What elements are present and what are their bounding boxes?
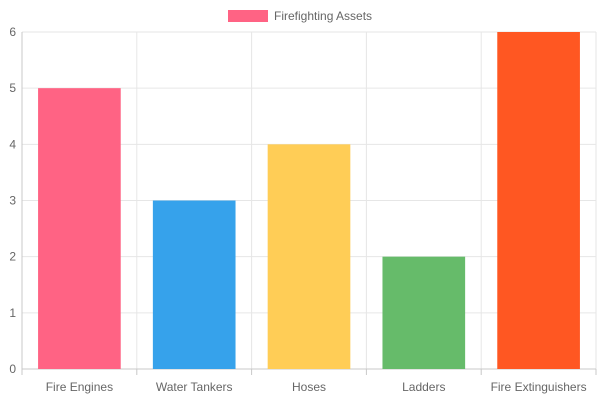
legend-label: Firefighting Assets bbox=[274, 9, 372, 23]
x-tick-label: Water Tankers bbox=[156, 380, 233, 394]
bar-fire-extinguishers[interactable] bbox=[497, 32, 580, 369]
x-tick-label: Fire Extinguishers bbox=[491, 380, 587, 394]
x-tick-label: Ladders bbox=[402, 380, 445, 394]
y-tick-label: 2 bbox=[9, 250, 16, 264]
y-tick-label: 4 bbox=[9, 137, 16, 151]
y-tick-label: 0 bbox=[9, 362, 16, 376]
x-axis-ticks: Fire Engines Water Tankers Hoses Ladders Fir… bbox=[46, 380, 587, 394]
y-axis-ticks: 0 1 2 3 4 5 6 bbox=[9, 25, 16, 376]
y-tick-label: 6 bbox=[9, 25, 16, 39]
y-tick-label: 5 bbox=[9, 81, 16, 95]
x-tick-label: Fire Engines bbox=[46, 380, 113, 394]
y-tick-label: 1 bbox=[9, 306, 16, 320]
x-tick-label: Hoses bbox=[292, 380, 326, 394]
legend-swatch bbox=[228, 10, 268, 22]
bar-ladders[interactable] bbox=[382, 256, 466, 369]
bar-water-tankers[interactable] bbox=[152, 200, 236, 370]
bar-hoses[interactable] bbox=[267, 144, 351, 369]
y-tick-label: 3 bbox=[9, 194, 16, 208]
legend[interactable]: Firefighting Assets bbox=[228, 9, 372, 23]
bar-fire-engines[interactable] bbox=[38, 88, 121, 370]
bars bbox=[38, 32, 580, 370]
